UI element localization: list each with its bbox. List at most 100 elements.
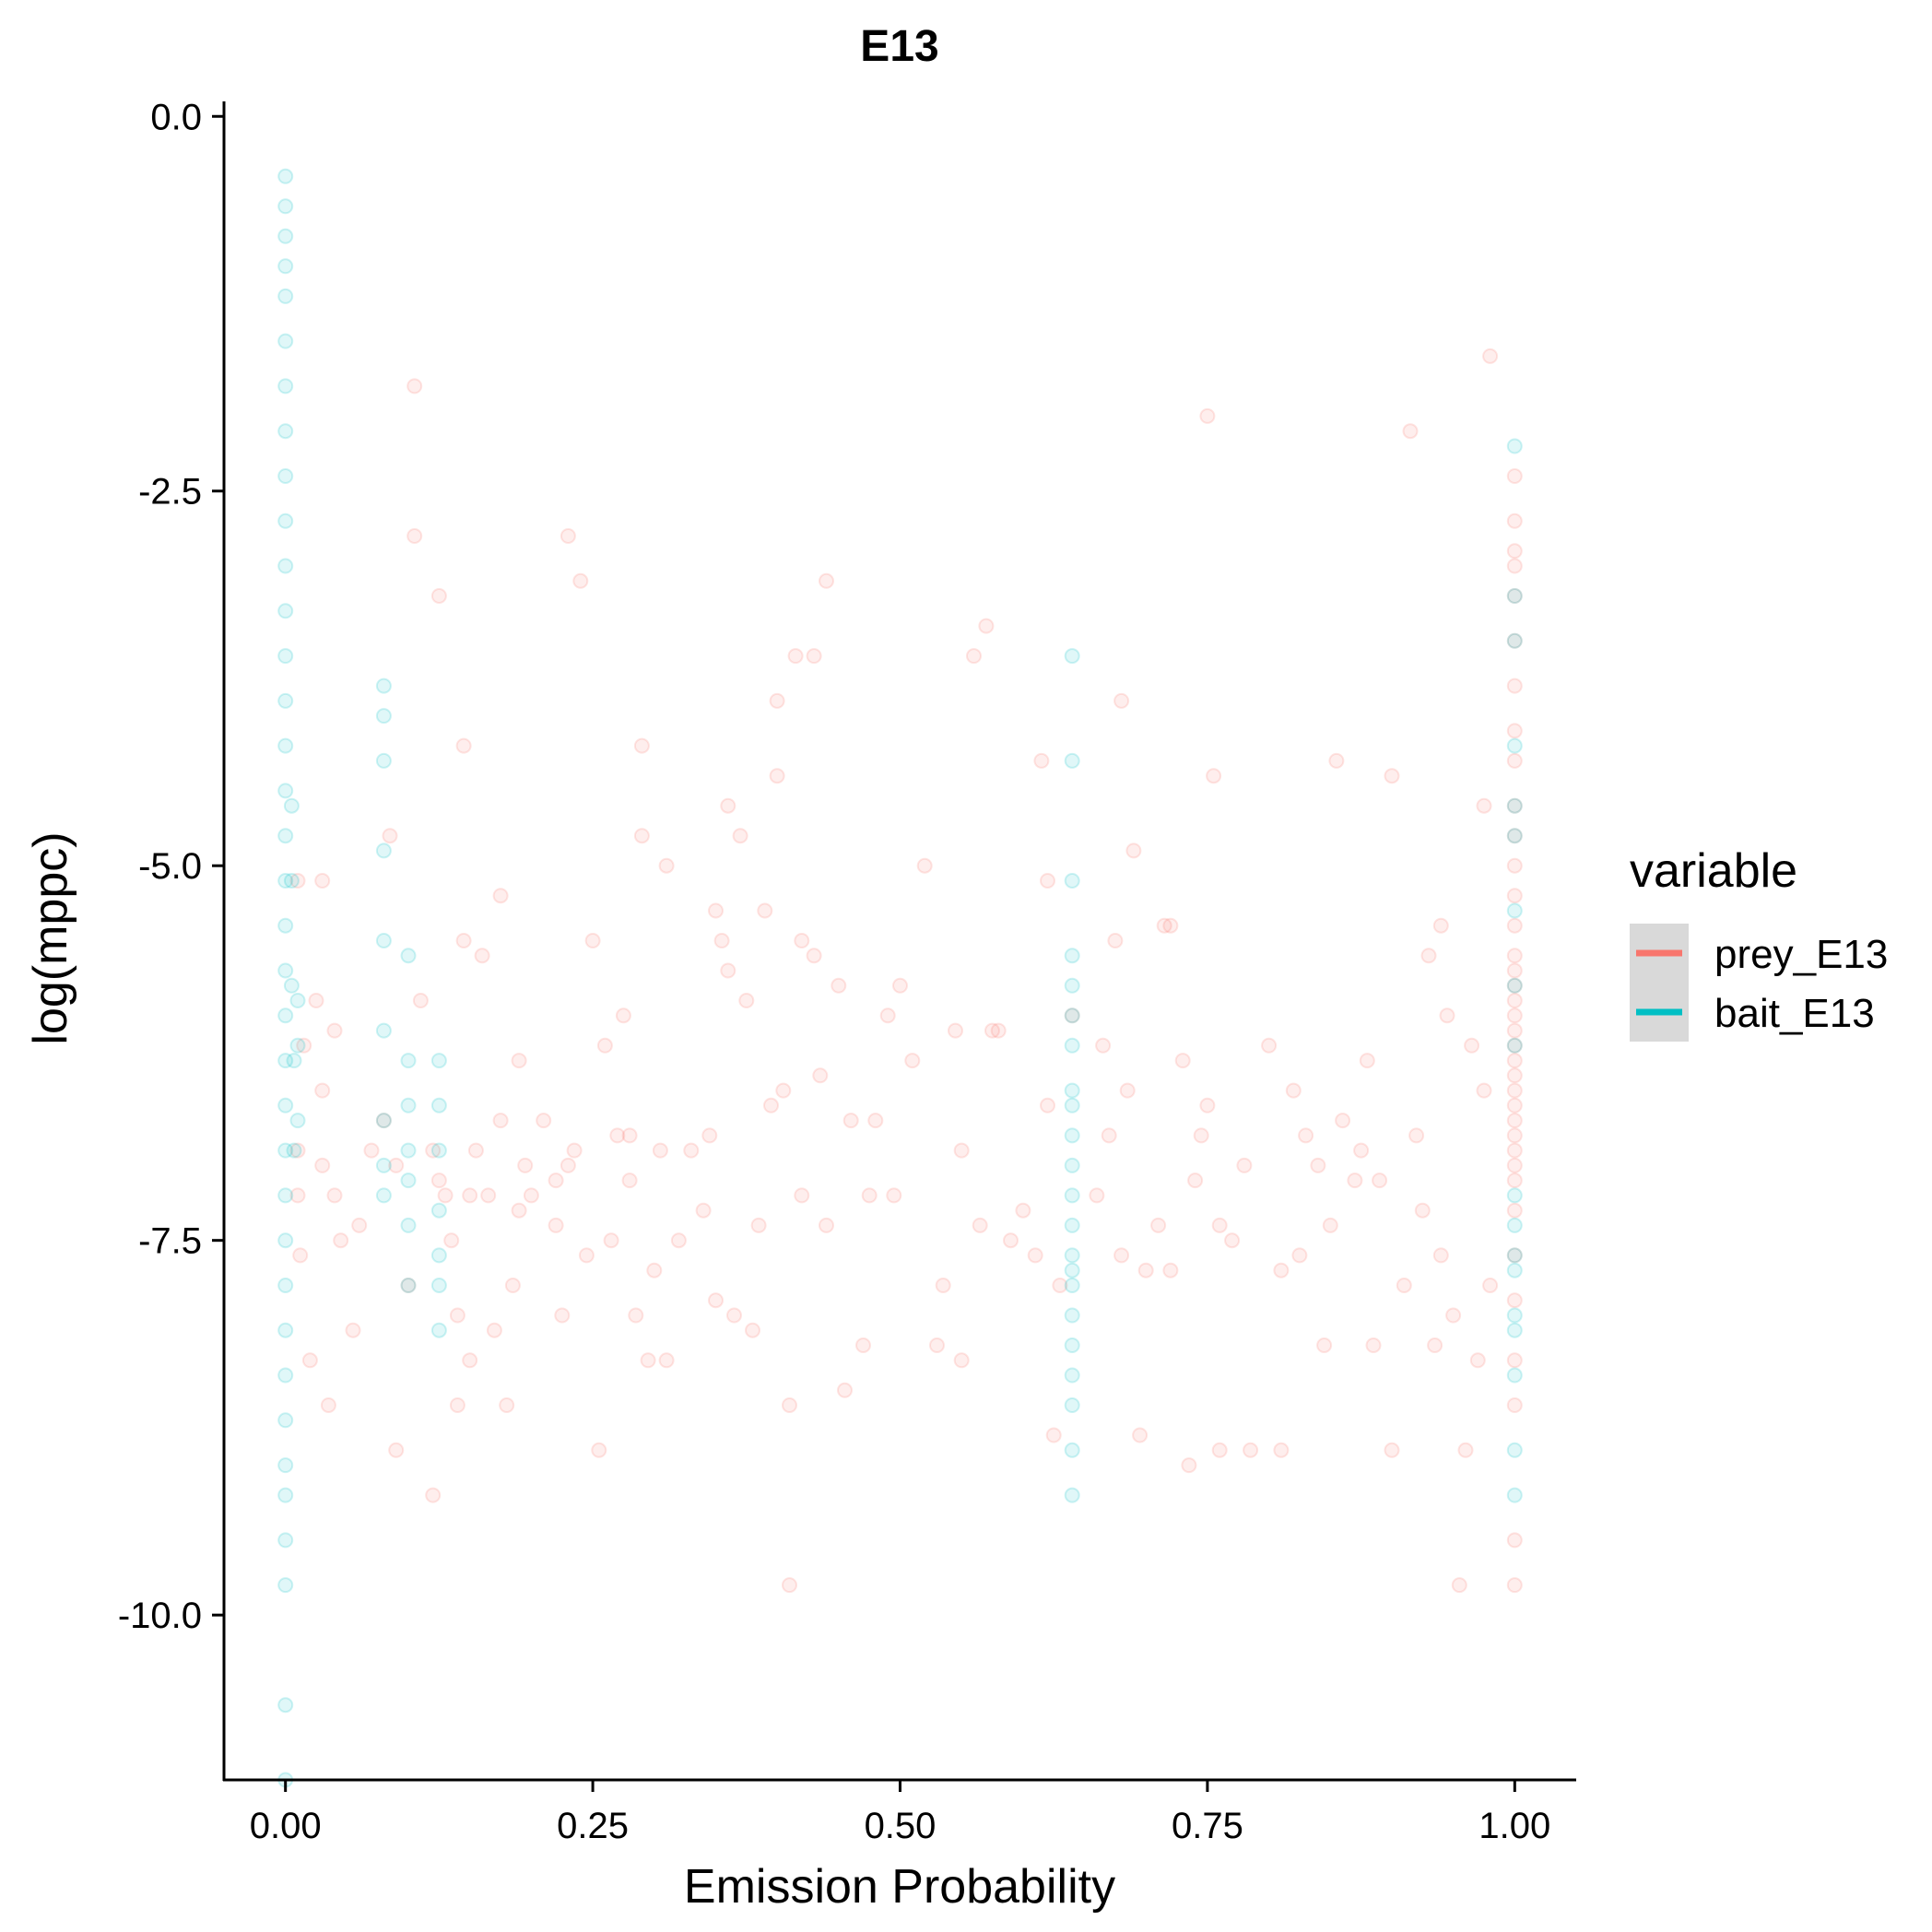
point-prey_E13-105 [842,1113,859,1129]
point-prey_E13-143 [1150,1217,1167,1233]
point-bait_E13-67 [1064,648,1080,665]
point-prey_E13-14 [345,1322,361,1338]
point-prey_E13-96 [794,933,810,948]
point-prey_E13-24 [412,993,429,1008]
point-prey_E13-64 [621,1172,638,1189]
point-prey_E13-156 [1224,1232,1241,1249]
point-prey_E13-230 [1506,1532,1523,1549]
point-prey_E13-130 [1045,1427,1062,1443]
point-prey_E13-141 [1132,1427,1149,1443]
point-prey_E13-223 [1506,1157,1523,1173]
point-prey_E13-9 [314,1157,331,1173]
point-prey_E13-157 [1236,1157,1253,1173]
point-bait_E13-75 [1064,1097,1080,1113]
point-prey_E13-125 [1015,1202,1031,1219]
point-prey_E13-182 [1427,1337,1443,1353]
point-prey_E13-208 [1506,917,1523,934]
point-prey_E13-165 [1310,1157,1326,1173]
point-prey_E13-196 [1506,512,1523,529]
point-prey_E13-6 [308,993,324,1008]
point-prey_E13-231 [1506,1577,1523,1594]
point-bait_E13-27 [277,1322,294,1338]
point-prey_E13-155 [1211,1442,1228,1458]
point-prey_E13-184 [1432,1247,1449,1264]
point-bait_E13-52 [375,1187,392,1204]
point-bait_E13-0 [277,168,294,184]
point-bait_E13-1 [277,198,294,215]
point-bait_E13-65 [430,1278,447,1293]
point-prey_E13-153 [1206,768,1222,784]
point-bait_E13-81 [1064,1262,1080,1278]
x-axis-title: Emission Probability [684,1860,1115,1914]
legend-label-bait_E13: bait_E13 [1714,991,1875,1036]
point-prey_E13-31 [449,1307,465,1324]
point-bait_E13-9 [277,512,294,529]
legend-title: variable [1630,844,1797,898]
point-prey_E13-99 [806,948,822,964]
point-prey_E13-74 [670,1232,687,1249]
point-prey_E13-100 [812,1067,829,1084]
point-prey_E13-3 [292,1247,309,1264]
point-prey_E13-50 [548,1217,564,1233]
point-prey_E13-150 [1193,1127,1209,1144]
point-prey_E13-40 [486,1322,502,1338]
y-tick-label: -10.0 [118,1596,202,1636]
point-bait_E13-73 [1064,1037,1080,1054]
point-prey_E13-215 [1506,1037,1523,1054]
point-prey_E13-0 [289,873,306,889]
point-prey_E13-81 [720,797,736,814]
point-prey_E13-220 [1506,1113,1523,1129]
point-prey_E13-4 [296,1037,312,1054]
point-bait_E13-30 [277,1457,294,1474]
point-prey_E13-33 [455,737,472,754]
point-prey_E13-5 [301,1352,318,1369]
point-bait_E13-15 [277,783,294,799]
point-prey_E13-52 [554,1307,571,1324]
point-prey_E13-61 [603,1232,619,1249]
point-bait_E13-25 [277,1232,294,1249]
point-bait_E13-104 [1506,1367,1523,1384]
point-prey_E13-136 [1107,933,1124,948]
series-bait_E13 [277,168,1523,1788]
point-prey_E13-135 [1101,1127,1117,1144]
point-prey_E13-98 [806,648,822,665]
point-prey_E13-204 [1506,797,1523,814]
point-bait_E13-41 [289,993,306,1008]
point-prey_E13-121 [978,618,995,634]
point-prey_E13-66 [628,1307,644,1324]
point-prey_E13-76 [695,1202,712,1219]
point-prey_E13-118 [953,1142,970,1159]
point-prey_E13-110 [886,1187,902,1204]
point-bait_E13-14 [277,737,294,754]
point-bait_E13-69 [1064,873,1080,889]
point-bait_E13-3 [277,258,294,275]
legend: variable prey_E13 bait_E13 [1630,844,1888,1042]
point-prey_E13-43 [499,1397,515,1413]
point-prey_E13-122 [984,1022,1000,1039]
x-ticks: 0.00 0.25 0.50 0.75 1.00 [250,1780,1550,1846]
point-prey_E13-55 [566,1142,583,1159]
point-prey_E13-11 [326,1022,343,1039]
point-bait_E13-97 [1506,1037,1523,1054]
point-prey_E13-225 [1506,1202,1523,1219]
point-prey_E13-175 [1384,768,1400,784]
point-prey_E13-188 [1457,1442,1474,1458]
point-prey_E13-120 [972,1217,988,1233]
point-prey_E13-170 [1347,1172,1363,1189]
point-prey_E13-54 [560,1157,576,1173]
point-bait_E13-43 [289,1113,306,1129]
point-prey_E13-2 [289,1187,306,1204]
point-bait_E13-102 [1506,1307,1523,1324]
point-bait_E13-20 [277,1007,294,1024]
point-bait_E13-66 [430,1322,447,1338]
point-prey_E13-189 [1464,1037,1480,1054]
point-bait_E13-89 [1506,438,1523,454]
point-bait_E13-37 [283,873,300,889]
point-prey_E13-176 [1384,1442,1400,1458]
point-prey_E13-90 [769,692,785,709]
point-bait_E13-6 [277,378,294,395]
point-bait_E13-19 [277,962,294,979]
point-prey_E13-12 [326,1187,343,1204]
series-prey_E13 [289,348,1523,1594]
point-prey_E13-88 [757,902,773,919]
